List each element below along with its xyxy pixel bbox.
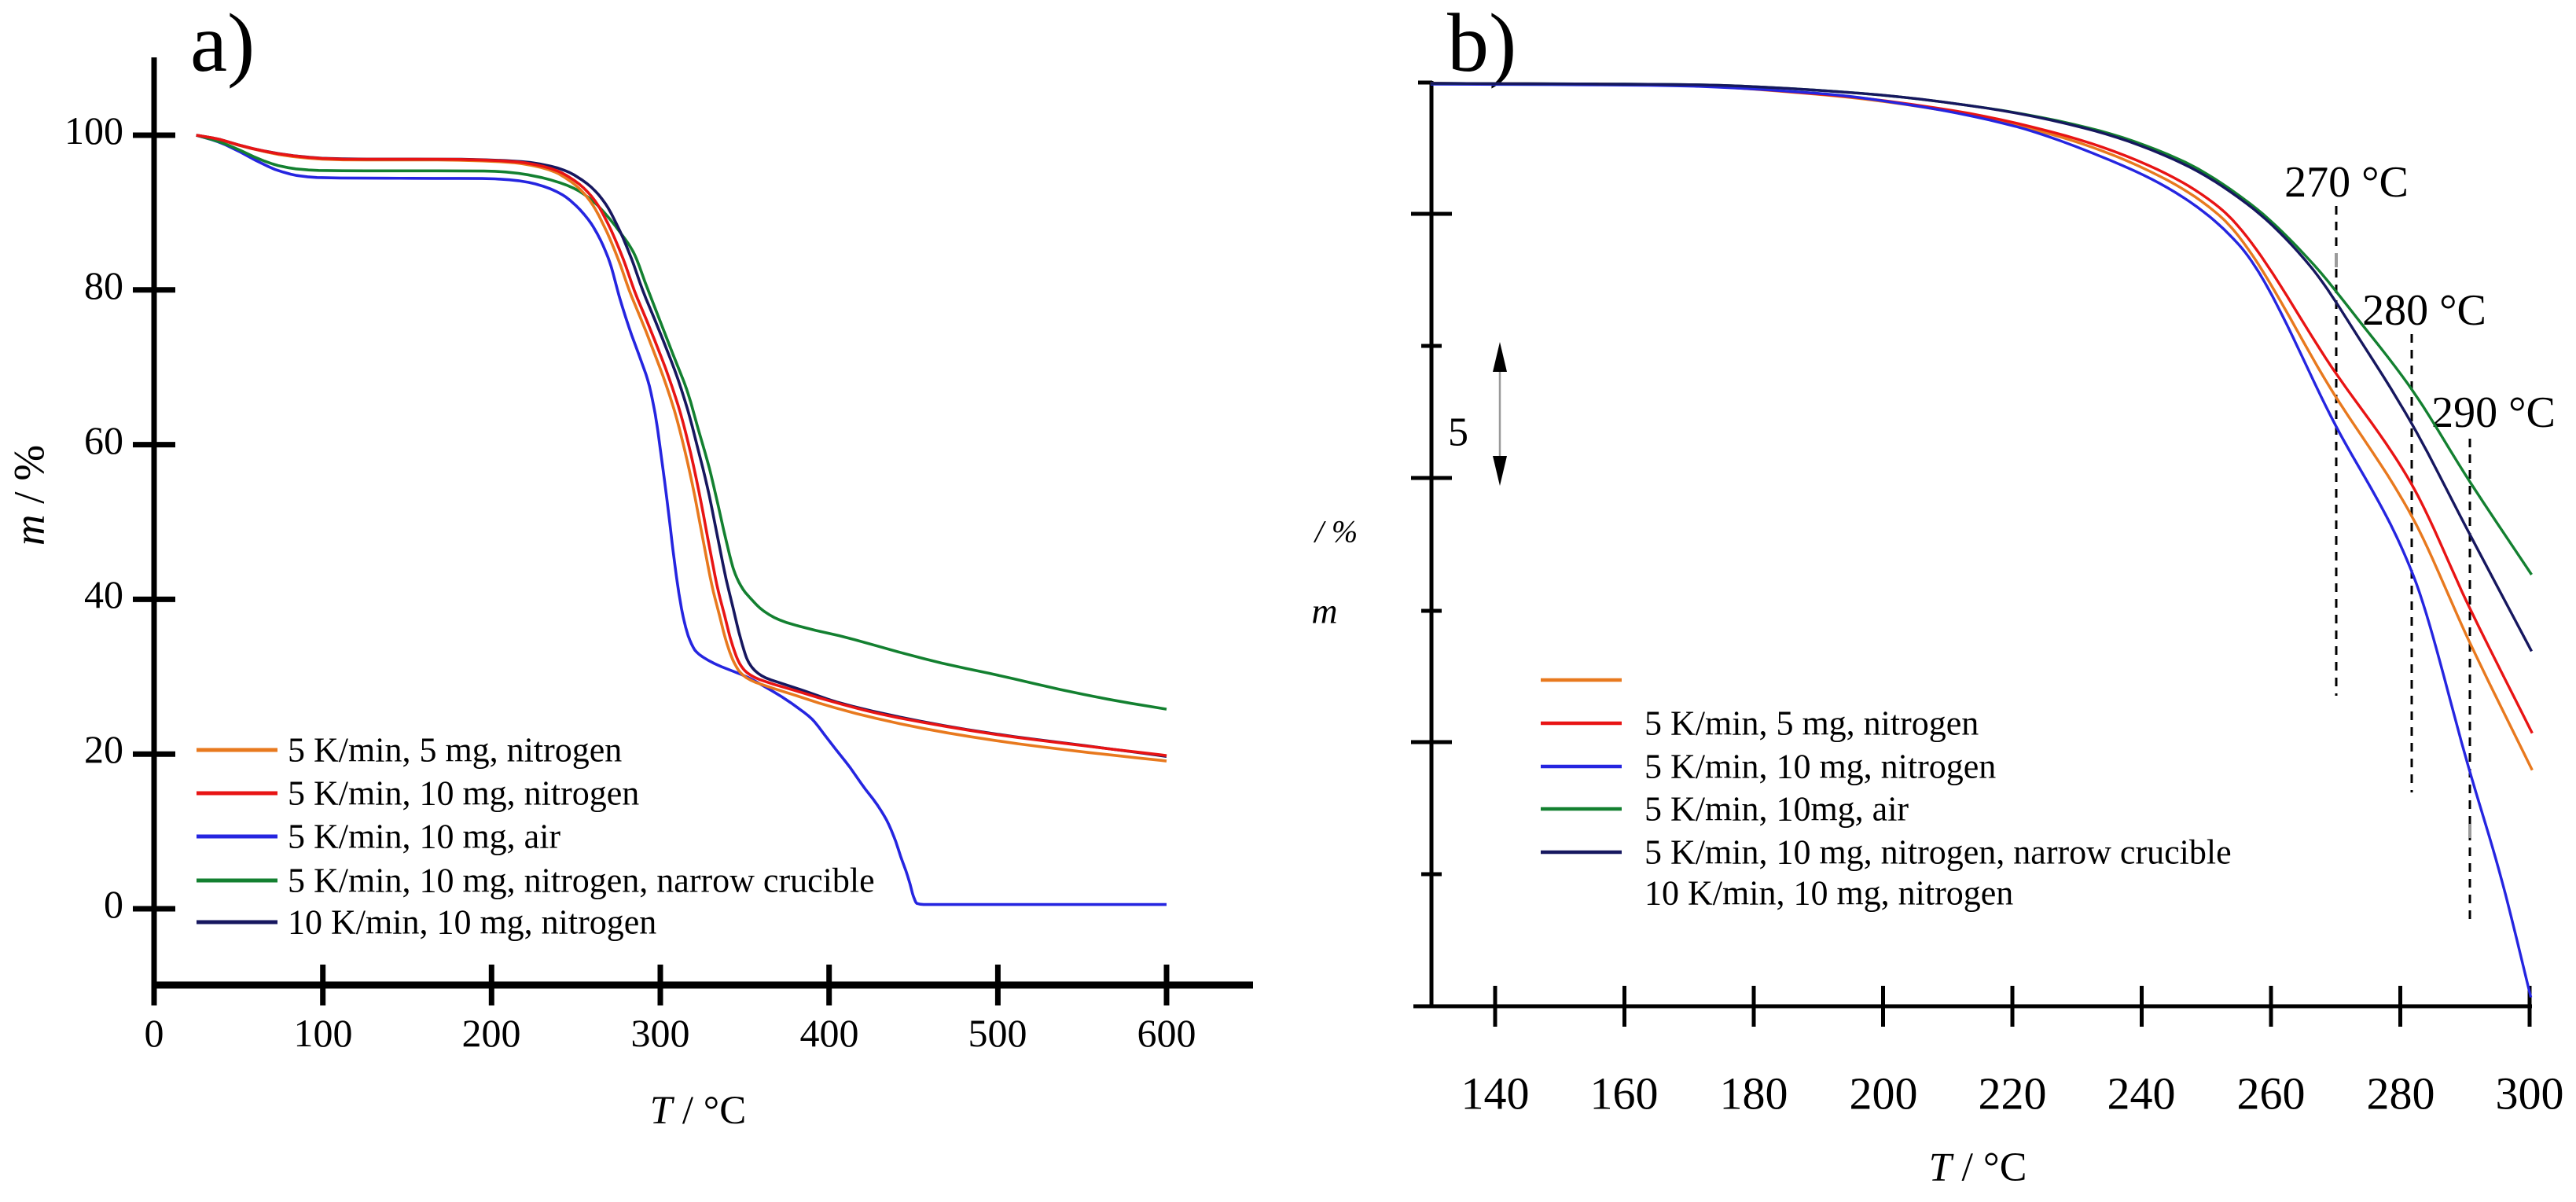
- svg-text:160: 160: [1590, 1068, 1659, 1119]
- svg-text:40: 40: [84, 572, 123, 616]
- svg-text:20: 20: [84, 727, 123, 771]
- svg-text:5 K/min, 5 mg, nitrogen: 5 K/min, 5 mg, nitrogen: [288, 731, 622, 770]
- svg-text:T / °C: T / °C: [1929, 1145, 2027, 1190]
- svg-text:260: 260: [2237, 1068, 2306, 1119]
- svg-text:b): b): [1447, 0, 1516, 89]
- svg-text:5 K/min, 10mg, air: 5 K/min, 10mg, air: [1644, 790, 1909, 829]
- svg-text:/ %: / %: [1314, 514, 1358, 550]
- svg-text:m: m: [1311, 591, 1337, 631]
- svg-text:300: 300: [631, 1011, 690, 1055]
- svg-text:500: 500: [968, 1011, 1027, 1055]
- svg-text:80: 80: [84, 263, 123, 307]
- svg-text:5 K/min, 10 mg, nitrogen, narr: 5 K/min, 10 mg, nitrogen, narrow crucibl…: [288, 862, 875, 900]
- svg-text:400: 400: [800, 1011, 859, 1055]
- svg-text:600: 600: [1137, 1011, 1196, 1055]
- svg-text:60: 60: [84, 418, 123, 462]
- svg-text:0: 0: [104, 882, 123, 926]
- svg-text:220: 220: [1979, 1068, 2047, 1119]
- svg-text:290 °C: 290 °C: [2431, 388, 2556, 437]
- svg-text:5: 5: [1448, 410, 1468, 455]
- svg-text:5 K/min, 10 mg, nitrogen, narr: 5 K/min, 10 mg, nitrogen, narrow crucibl…: [1644, 833, 2232, 872]
- svg-text:5 K/min, 5 mg, nitrogen: 5 K/min, 5 mg, nitrogen: [1644, 704, 1979, 743]
- svg-text:T / °C: T / °C: [650, 1089, 746, 1133]
- svg-text:240: 240: [2107, 1068, 2176, 1119]
- svg-text:100: 100: [64, 108, 123, 153]
- svg-text:5 K/min, 10 mg, nitrogen: 5 K/min, 10 mg, nitrogen: [1644, 748, 1996, 786]
- svg-text:270 °C: 270 °C: [2284, 158, 2409, 207]
- svg-text:140: 140: [1461, 1068, 1530, 1119]
- svg-text:a): a): [190, 0, 255, 89]
- svg-text:280: 280: [2367, 1068, 2435, 1119]
- svg-text:10 K/min, 10 mg, nitrogen: 10 K/min, 10 mg, nitrogen: [1644, 874, 2013, 913]
- svg-text:300: 300: [2496, 1068, 2564, 1119]
- svg-text:100: 100: [294, 1011, 353, 1055]
- svg-text:5 K/min, 10 mg, air: 5 K/min, 10 mg, air: [288, 818, 560, 856]
- svg-text:180: 180: [1720, 1068, 1788, 1119]
- svg-text:0: 0: [145, 1011, 164, 1055]
- svg-text:5 K/min, 10 mg, nitrogen: 5 K/min, 10 mg, nitrogen: [288, 774, 639, 813]
- svg-text:200: 200: [462, 1011, 521, 1055]
- svg-text:200: 200: [1850, 1068, 1918, 1119]
- svg-text:10 K/min, 10 mg, nitrogen: 10 K/min, 10 mg, nitrogen: [288, 903, 656, 942]
- svg-text:280 °C: 280 °C: [2362, 286, 2486, 335]
- svg-text:m / %: m / %: [6, 445, 53, 546]
